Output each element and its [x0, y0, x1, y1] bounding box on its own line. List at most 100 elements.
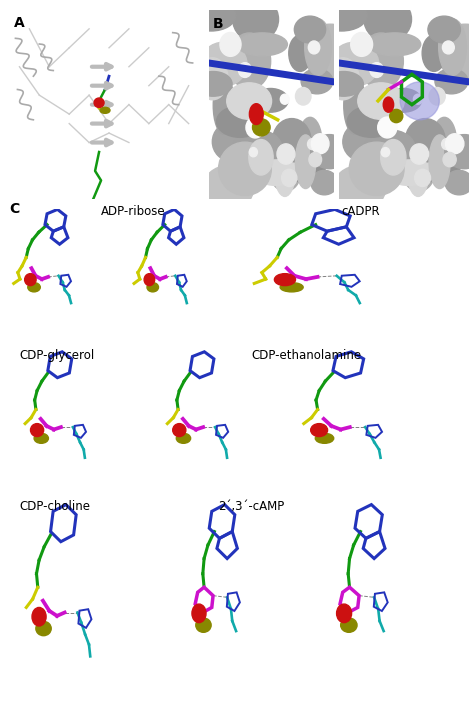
Ellipse shape — [280, 283, 303, 292]
Ellipse shape — [194, 71, 232, 96]
Ellipse shape — [249, 139, 273, 175]
Ellipse shape — [445, 170, 473, 195]
Ellipse shape — [301, 69, 333, 94]
Ellipse shape — [295, 135, 316, 189]
Ellipse shape — [309, 153, 321, 167]
Ellipse shape — [413, 94, 423, 104]
Ellipse shape — [238, 63, 252, 78]
Ellipse shape — [385, 88, 421, 112]
Ellipse shape — [289, 35, 311, 71]
Text: A: A — [13, 16, 24, 30]
Ellipse shape — [253, 119, 270, 136]
Ellipse shape — [304, 24, 357, 81]
Ellipse shape — [227, 83, 272, 119]
Ellipse shape — [315, 433, 334, 443]
Ellipse shape — [327, 58, 359, 100]
Ellipse shape — [270, 155, 301, 192]
Circle shape — [192, 604, 206, 623]
Ellipse shape — [311, 134, 329, 153]
Ellipse shape — [316, 0, 367, 31]
Ellipse shape — [407, 138, 430, 197]
Ellipse shape — [422, 35, 446, 71]
Ellipse shape — [435, 69, 468, 94]
Ellipse shape — [410, 144, 428, 164]
Ellipse shape — [253, 160, 301, 185]
Ellipse shape — [400, 82, 439, 119]
Ellipse shape — [359, 33, 403, 89]
Ellipse shape — [390, 110, 403, 122]
Ellipse shape — [442, 139, 452, 150]
Ellipse shape — [311, 170, 338, 195]
Ellipse shape — [34, 433, 48, 443]
Ellipse shape — [219, 142, 271, 196]
Ellipse shape — [403, 155, 435, 192]
Circle shape — [310, 423, 328, 436]
Ellipse shape — [378, 117, 397, 138]
Ellipse shape — [343, 122, 383, 161]
Ellipse shape — [341, 618, 357, 632]
Ellipse shape — [308, 139, 317, 150]
Circle shape — [383, 97, 393, 112]
Ellipse shape — [429, 135, 450, 189]
Circle shape — [274, 274, 295, 286]
Circle shape — [249, 104, 263, 124]
Ellipse shape — [428, 16, 460, 43]
Ellipse shape — [233, 130, 282, 166]
Ellipse shape — [176, 433, 191, 443]
Ellipse shape — [237, 33, 287, 56]
Text: ADP-ribose: ADP-ribose — [100, 205, 165, 218]
Ellipse shape — [36, 621, 51, 636]
Ellipse shape — [438, 19, 466, 76]
Text: CDP-glycerol: CDP-glycerol — [19, 349, 94, 361]
Ellipse shape — [294, 16, 326, 43]
Ellipse shape — [253, 88, 288, 112]
Ellipse shape — [213, 77, 235, 134]
Circle shape — [32, 607, 46, 626]
Ellipse shape — [421, 139, 461, 184]
Text: C: C — [9, 202, 20, 216]
Ellipse shape — [212, 122, 251, 161]
Ellipse shape — [442, 41, 454, 54]
Circle shape — [30, 423, 44, 436]
Ellipse shape — [273, 138, 296, 197]
Text: cADPR: cADPR — [341, 205, 380, 218]
Circle shape — [144, 274, 155, 286]
Ellipse shape — [100, 107, 110, 113]
Text: 2´,3´-cAMP: 2´,3´-cAMP — [218, 500, 284, 513]
Ellipse shape — [368, 33, 421, 56]
Ellipse shape — [295, 88, 311, 105]
Ellipse shape — [347, 106, 396, 137]
Ellipse shape — [446, 134, 464, 153]
Ellipse shape — [280, 94, 289, 104]
Ellipse shape — [196, 618, 211, 632]
Circle shape — [94, 98, 104, 107]
Ellipse shape — [249, 148, 257, 157]
Ellipse shape — [324, 71, 363, 96]
Ellipse shape — [305, 19, 331, 76]
Ellipse shape — [282, 169, 297, 187]
Ellipse shape — [429, 88, 445, 105]
Ellipse shape — [330, 42, 379, 86]
Ellipse shape — [277, 144, 295, 164]
Circle shape — [173, 423, 186, 436]
Ellipse shape — [333, 165, 385, 211]
Text: CDP-ethanolamine: CDP-ethanolamine — [251, 349, 361, 361]
Ellipse shape — [438, 24, 474, 81]
Ellipse shape — [370, 63, 383, 78]
Ellipse shape — [203, 165, 254, 211]
Ellipse shape — [344, 77, 366, 134]
Ellipse shape — [217, 106, 263, 137]
Circle shape — [25, 274, 36, 286]
Ellipse shape — [220, 33, 241, 57]
Ellipse shape — [364, 0, 411, 42]
Ellipse shape — [308, 41, 320, 54]
Ellipse shape — [415, 169, 430, 187]
Ellipse shape — [246, 117, 264, 138]
Ellipse shape — [273, 119, 311, 162]
Ellipse shape — [288, 139, 326, 184]
Ellipse shape — [351, 33, 373, 57]
Ellipse shape — [364, 130, 415, 166]
Ellipse shape — [405, 119, 445, 162]
Ellipse shape — [28, 283, 40, 292]
Ellipse shape — [298, 117, 322, 166]
